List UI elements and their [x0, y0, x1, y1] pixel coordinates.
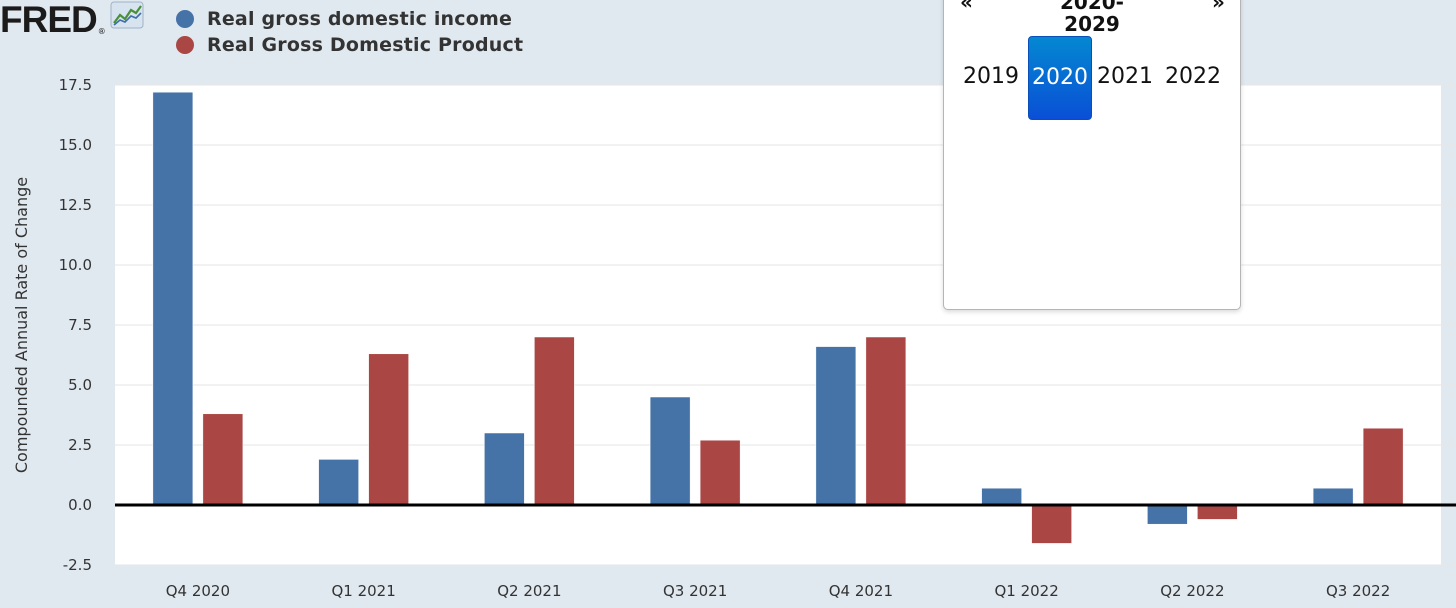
bar-income-q2-2022[interactable] — [1147, 504, 1188, 525]
bar-income-q3-2021[interactable] — [649, 396, 691, 506]
decade-title[interactable]: 2020-2029 — [1060, 0, 1124, 36]
y-tick-label: 12.5 — [59, 196, 92, 214]
x-tick-label: Q3 2021 — [663, 582, 727, 600]
x-tick-label: Q1 2022 — [994, 582, 1058, 600]
year-option[interactable]: 2019 — [963, 64, 1019, 89]
bar-income-q4-2021[interactable] — [815, 346, 857, 506]
bar-gdp-q1-2022[interactable] — [1031, 504, 1072, 544]
bar-income-q1-2021[interactable] — [318, 459, 359, 506]
legend-marker-gdp — [176, 36, 194, 54]
registered-mark: ® — [97, 26, 106, 36]
bars — [152, 91, 1404, 544]
bar-gdp-q1-2021[interactable] — [368, 353, 409, 506]
legend-item-income[interactable]: Real gross domestic income — [176, 6, 523, 32]
fred-logo[interactable]: FRED ® — [0, 0, 144, 40]
y-tick-labels: -2.5 0.0 2.5 5.0 7.5 10.0 12.5 15.0 17.5 — [59, 76, 92, 574]
legend: Real gross domestic income Real Gross Do… — [176, 6, 523, 58]
x-tick-label: Q4 2021 — [829, 582, 893, 600]
bar-gdp-q4-2021[interactable] — [865, 336, 907, 506]
x-tick-label: Q2 2022 — [1160, 582, 1224, 600]
bar-income-q4-2020[interactable] — [152, 91, 194, 506]
y-tick-label: 5.0 — [68, 376, 92, 394]
legend-label: Real gross domestic income — [207, 8, 513, 30]
bar-income-q1-2022[interactable] — [981, 487, 1022, 506]
x-tick-label: Q4 2020 — [166, 582, 230, 600]
legend-marker-income — [176, 10, 194, 28]
next-decade-button[interactable]: » — [1212, 0, 1225, 14]
y-tick-label: 7.5 — [68, 316, 92, 334]
year-option-selected[interactable]: 2020 — [1028, 36, 1092, 120]
x-tick-label: Q3 2022 — [1326, 582, 1390, 600]
prev-decade-button[interactable]: « — [960, 0, 973, 14]
x-tick-label: Q2 2021 — [497, 582, 561, 600]
bar-gdp-q4-2020[interactable] — [202, 413, 244, 506]
y-tick-label: -2.5 — [63, 556, 92, 574]
y-tick-label: 10.0 — [59, 256, 92, 274]
bar-gdp-q3-2022[interactable] — [1362, 427, 1404, 506]
year-option[interactable]: 2021 — [1097, 64, 1153, 89]
bar-income-q2-2021[interactable] — [484, 432, 525, 506]
y-tick-label: 2.5 — [68, 436, 92, 454]
year-option[interactable]: 2022 — [1165, 64, 1221, 89]
y-tick-label: 0.0 — [68, 496, 92, 514]
x-tick-labels: Q4 2020 Q1 2021 Q2 2021 Q3 2021 Q4 2021 Q1 20… — [166, 582, 1391, 600]
year-picker-popup: « 2020-2029 » 2019 2020 2021 2022 — [943, 0, 1241, 310]
y-tick-label: 15.0 — [59, 136, 92, 154]
legend-item-gdp[interactable]: Real Gross Domestic Product — [176, 32, 523, 58]
logo-text: FRED — [0, 0, 98, 40]
y-tick-label: 17.5 — [59, 76, 92, 94]
x-tick-label: Q1 2021 — [331, 582, 395, 600]
bar-income-q3-2022[interactable] — [1312, 487, 1354, 506]
bar-gdp-q3-2021[interactable] — [699, 439, 741, 506]
y-axis-label: Compounded Annual Rate of Change — [12, 177, 31, 473]
line-chart-icon — [110, 1, 144, 33]
bar-gdp-q2-2021[interactable] — [534, 336, 575, 506]
legend-label: Real Gross Domestic Product — [207, 34, 524, 56]
bar-gdp-q2-2022[interactable] — [1197, 504, 1238, 520]
